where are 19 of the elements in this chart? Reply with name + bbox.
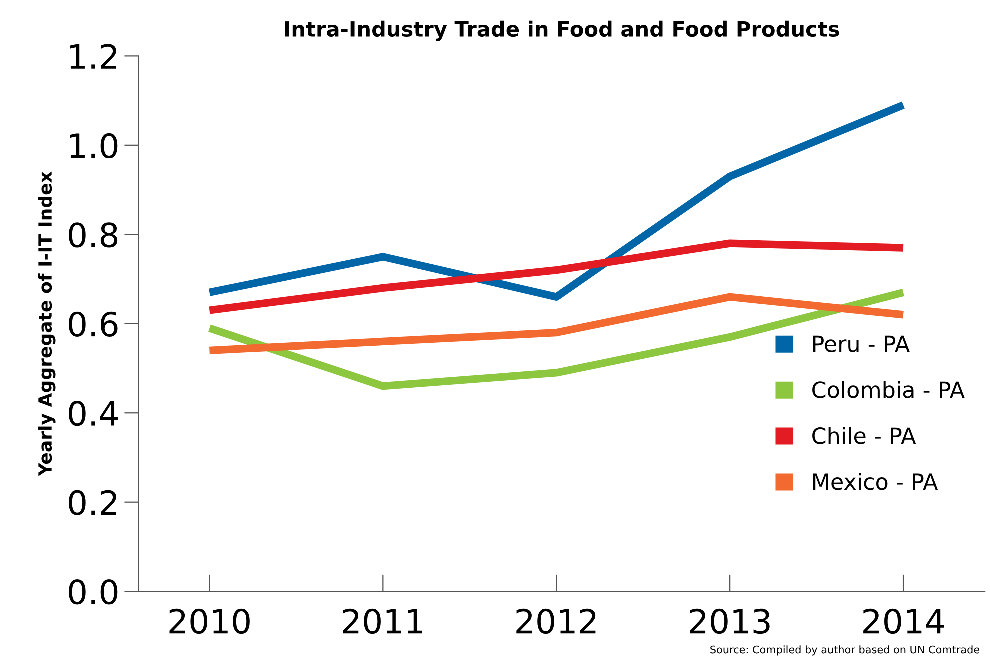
x-tick-label: 2010 — [170, 608, 250, 634]
chart-title: Intra-Industry Trade in Food and Food Products — [285, 20, 840, 42]
legend-label: Chile - PA — [812, 427, 916, 444]
x-tick-label: 2014 — [864, 608, 944, 634]
source-note: Source: Compiled by author based on UN Comtrade — [710, 646, 980, 656]
x-tick-label: 2012 — [516, 608, 596, 634]
y-tick-label: 0.0 — [69, 580, 118, 605]
y-tick-label: 0.2 — [69, 490, 117, 516]
x-tick-label: 2013 — [690, 608, 770, 634]
legend-label: Colombia - PA — [812, 381, 965, 398]
x-tick-label: 2011 — [343, 608, 423, 634]
legend-label: Mexico - PA — [813, 473, 938, 490]
y-tick-label: 0.8 — [69, 222, 118, 248]
y-tick-label: 0.4 — [69, 401, 118, 426]
y-tick-label: 1.2 — [70, 44, 117, 69]
legend-label: Peru - PA — [813, 336, 910, 352]
y-tick-label: 1.0 — [70, 133, 118, 159]
y-tick-label: 0.6 — [69, 312, 118, 338]
y-axis-title: Yearly Aggregate of I-IT Index — [38, 172, 56, 476]
